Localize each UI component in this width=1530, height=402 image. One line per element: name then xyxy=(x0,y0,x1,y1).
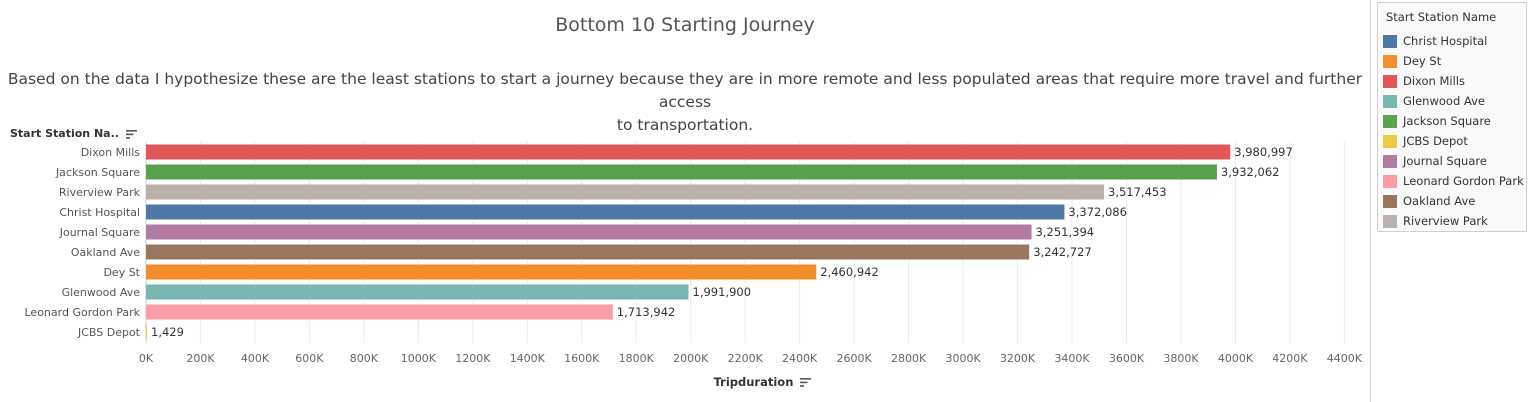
legend-item[interactable]: Jackson Square xyxy=(1383,111,1491,131)
y-category-label: Riverview Park xyxy=(59,186,141,199)
bar-value-label: 1,429 xyxy=(151,325,184,339)
legend-swatch xyxy=(1383,114,1397,128)
chart-panel: Bottom 10 Starting Journey Based on the … xyxy=(0,0,1371,402)
bar-value-label: 3,242,727 xyxy=(1033,245,1092,259)
legend-item[interactable]: JCBS Depot xyxy=(1383,131,1468,151)
legend-label: Oakland Ave xyxy=(1403,194,1476,208)
bar[interactable] xyxy=(146,184,1105,200)
legend-label: Jackson Square xyxy=(1403,114,1491,128)
x-tick-label: 0K xyxy=(139,352,154,365)
x-tick-label: 4400K xyxy=(1327,352,1363,365)
bar-value-label: 1,991,900 xyxy=(693,285,752,299)
bar-value-label: 3,980,997 xyxy=(1234,145,1293,159)
legend-label: Dey St xyxy=(1403,54,1442,68)
x-tick-label: 1400K xyxy=(510,352,546,365)
bar[interactable] xyxy=(146,164,1217,180)
x-tick-label: 2200K xyxy=(728,352,764,365)
x-tick-label: 600K xyxy=(295,352,324,365)
legend-swatch xyxy=(1383,94,1397,108)
y-axis-header[interactable]: Start Station Na.. xyxy=(10,127,137,140)
y-axis-title: Start Station Na.. xyxy=(10,127,119,140)
x-tick-label: 1600K xyxy=(564,352,600,365)
legend-label: Leonard Gordon Park xyxy=(1403,174,1524,188)
legend-swatch xyxy=(1383,194,1397,208)
x-tick-label: 3400K xyxy=(1054,352,1090,365)
x-tick-label: 2000K xyxy=(673,352,709,365)
legend-label: JCBS Depot xyxy=(1403,134,1468,148)
legend-label: Riverview Park xyxy=(1403,214,1488,228)
bar[interactable] xyxy=(146,264,817,280)
x-tick-label: 800K xyxy=(350,352,379,365)
y-category-label: JCBS Depot xyxy=(77,326,141,339)
legend-item[interactable]: Riverview Park xyxy=(1383,211,1488,231)
legend-swatch xyxy=(1383,174,1397,188)
bar-value-label: 3,251,394 xyxy=(1036,225,1095,239)
legend: Start Station Name Christ Hospital Dey St… xyxy=(1377,2,1527,232)
bar-value-label: 3,932,062 xyxy=(1221,165,1280,179)
x-axis-header[interactable]: Tripduration xyxy=(0,375,1525,389)
bar-value-label: 2,460,942 xyxy=(820,265,879,279)
x-tick-label: 4000K xyxy=(1218,352,1254,365)
bar-chart-plot: 0K 200K 400K 600K 800K 1000K 1200K 1400K 1600K 18… xyxy=(25,142,1363,365)
legend-item[interactable]: Oakland Ave xyxy=(1383,191,1475,211)
chart-subtitle: Based on the data I hypothesize these ar… xyxy=(0,68,1370,137)
x-tick-label: 1000K xyxy=(401,352,437,365)
x-tick-label: 2600K xyxy=(837,352,873,365)
x-tick-label: 200K xyxy=(186,352,215,365)
sort-icon[interactable] xyxy=(800,378,812,387)
legend-swatch xyxy=(1383,214,1397,228)
chart-subtitle-line-1: Based on the data I hypothesize these ar… xyxy=(7,70,1363,111)
x-tick-label: 2400K xyxy=(782,352,818,365)
x-tick-label: 1800K xyxy=(619,352,655,365)
x-tick-label: 1200K xyxy=(455,352,491,365)
y-category-label: Journal Square xyxy=(59,226,140,239)
bar[interactable] xyxy=(146,224,1032,240)
x-axis-title: Tripduration xyxy=(713,375,794,389)
bar[interactable] xyxy=(146,284,689,300)
y-category-label: Christ Hospital xyxy=(59,206,140,219)
y-category-label: Leonard Gordon Park xyxy=(25,306,141,319)
bar[interactable] xyxy=(146,204,1065,220)
legend-swatch xyxy=(1383,34,1397,48)
bar-value-label: 1,713,942 xyxy=(617,305,676,319)
x-tick-label: 4200K xyxy=(1272,352,1308,365)
legend-swatch xyxy=(1383,154,1397,168)
bar-value-label: 3,372,086 xyxy=(1068,205,1127,219)
x-tick-label: 3800K xyxy=(1163,352,1199,365)
x-tick-label: 3600K xyxy=(1109,352,1145,365)
y-category-label: Glenwood Ave xyxy=(62,286,141,299)
chart-title: Bottom 10 Starting Journey xyxy=(555,14,815,36)
legend-label: Christ Hospital xyxy=(1403,34,1488,48)
legend-label: Glenwood Ave xyxy=(1403,94,1485,108)
bar[interactable] xyxy=(146,144,1231,160)
legend-label: Dixon Mills xyxy=(1403,74,1465,88)
legend-item[interactable]: Christ Hospital xyxy=(1383,31,1487,51)
legend-swatch xyxy=(1383,134,1397,148)
y-category-label: Jackson Square xyxy=(55,166,140,179)
chart-subtitle-line-2: to transportation. xyxy=(616,116,754,134)
bar[interactable] xyxy=(146,244,1030,260)
y-category-label: Oakland Ave xyxy=(71,246,140,259)
legend-title: Start Station Name xyxy=(1386,10,1497,24)
x-tick-label: 2800K xyxy=(891,352,927,365)
bar[interactable] xyxy=(146,324,147,340)
y-category-label: Dixon Mills xyxy=(81,146,141,159)
x-tick-label: 3200K xyxy=(1000,352,1036,365)
legend-label: Journal Square xyxy=(1403,154,1487,168)
bar-value-label: 3,517,453 xyxy=(1108,185,1167,199)
y-category-label: Dey St xyxy=(103,266,140,279)
legend-item[interactable]: Dixon Mills xyxy=(1383,71,1465,91)
legend-item[interactable]: Glenwood Ave xyxy=(1383,91,1485,111)
bar[interactable] xyxy=(146,304,613,320)
x-tick-label: 400K xyxy=(241,352,270,365)
legend-item[interactable]: Dey St xyxy=(1383,51,1441,71)
legend-swatch xyxy=(1383,74,1397,88)
x-tick-label: 3000K xyxy=(945,352,981,365)
sort-icon[interactable] xyxy=(125,129,137,139)
legend-item[interactable]: Journal Square xyxy=(1383,151,1487,171)
legend-swatch xyxy=(1383,54,1397,68)
legend-item[interactable]: Leonard Gordon Park xyxy=(1383,171,1524,191)
